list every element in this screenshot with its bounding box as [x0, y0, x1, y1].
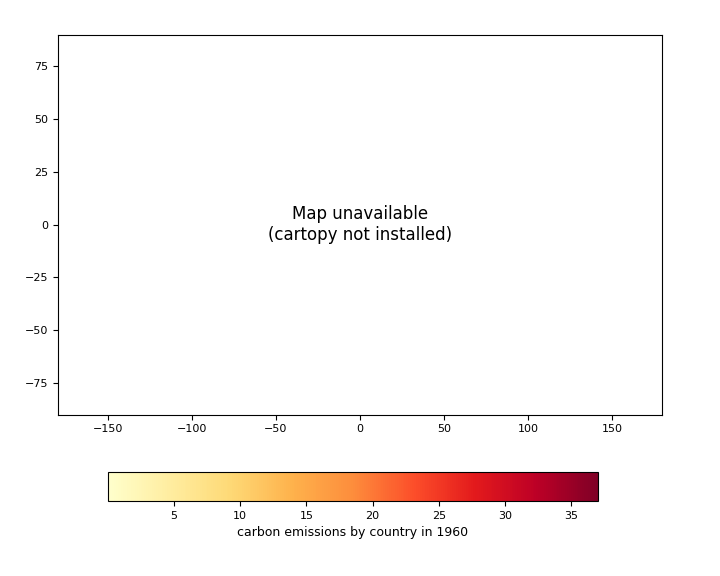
- X-axis label: carbon emissions by country in 1960: carbon emissions by country in 1960: [237, 526, 469, 539]
- Text: Map unavailable
(cartopy not installed): Map unavailable (cartopy not installed): [268, 205, 452, 244]
